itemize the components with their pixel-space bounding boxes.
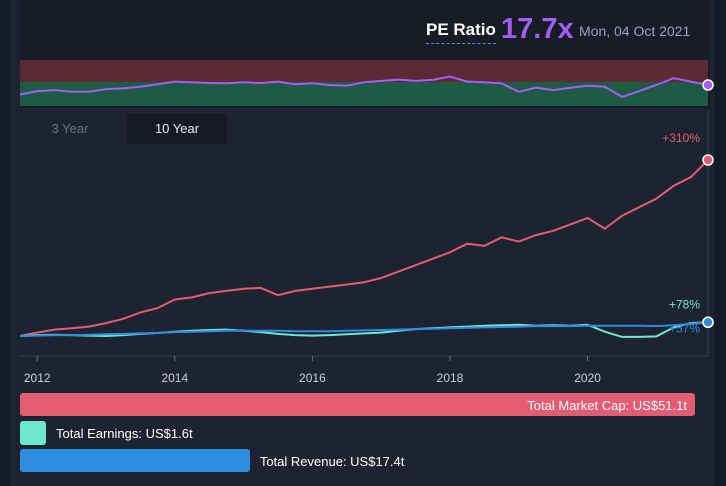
earnings-bar[interactable] — [20, 421, 46, 445]
earnings-bar-label: Total Earnings: US$1.6t — [56, 426, 193, 441]
x-tick-label: 2014 — [161, 371, 188, 385]
x-tick-label: 2020 — [574, 371, 601, 385]
market-cap-end-dot — [702, 154, 714, 166]
revenue-bar-label: Total Revenue: US$17.4t — [259, 454, 405, 469]
revenue-end-label: +57% — [669, 321, 700, 335]
market-cap-bar[interactable] — [20, 393, 695, 416]
revenue-bar[interactable] — [20, 449, 250, 472]
x-tick-label: 2012 — [24, 371, 51, 385]
x-tick-label: 2018 — [437, 371, 464, 385]
x-tick-label: 2016 — [299, 371, 326, 385]
pe-ratio-line — [19, 75, 709, 98]
market-cap-end-label: +310% — [662, 131, 700, 145]
pe-date: Mon, 04 Oct 2021 — [579, 23, 691, 39]
tab-10-year[interactable]: 10 Year — [127, 114, 227, 144]
revenue-end-dot — [702, 316, 714, 329]
pe-ratio-chart — [19, 60, 714, 106]
pe-ratio-label[interactable]: PE Ratio — [426, 20, 496, 44]
market-cap-bar-label: Total Market Cap: US$51.1t — [527, 398, 687, 413]
pe-ratio-value: 17.7x — [501, 13, 574, 45]
earnings-end-label: +78% — [669, 297, 700, 311]
pe-ratio-end-dot — [702, 79, 714, 91]
growth-chart: 2012 2014 2016 2018 2020 +310% +78% +57% — [19, 110, 714, 385]
market-cap-line — [19, 159, 709, 337]
pe-band-high — [20, 60, 708, 82]
revenue-line — [19, 321, 709, 337]
tab-3-year[interactable]: 3 Year — [51, 121, 89, 136]
